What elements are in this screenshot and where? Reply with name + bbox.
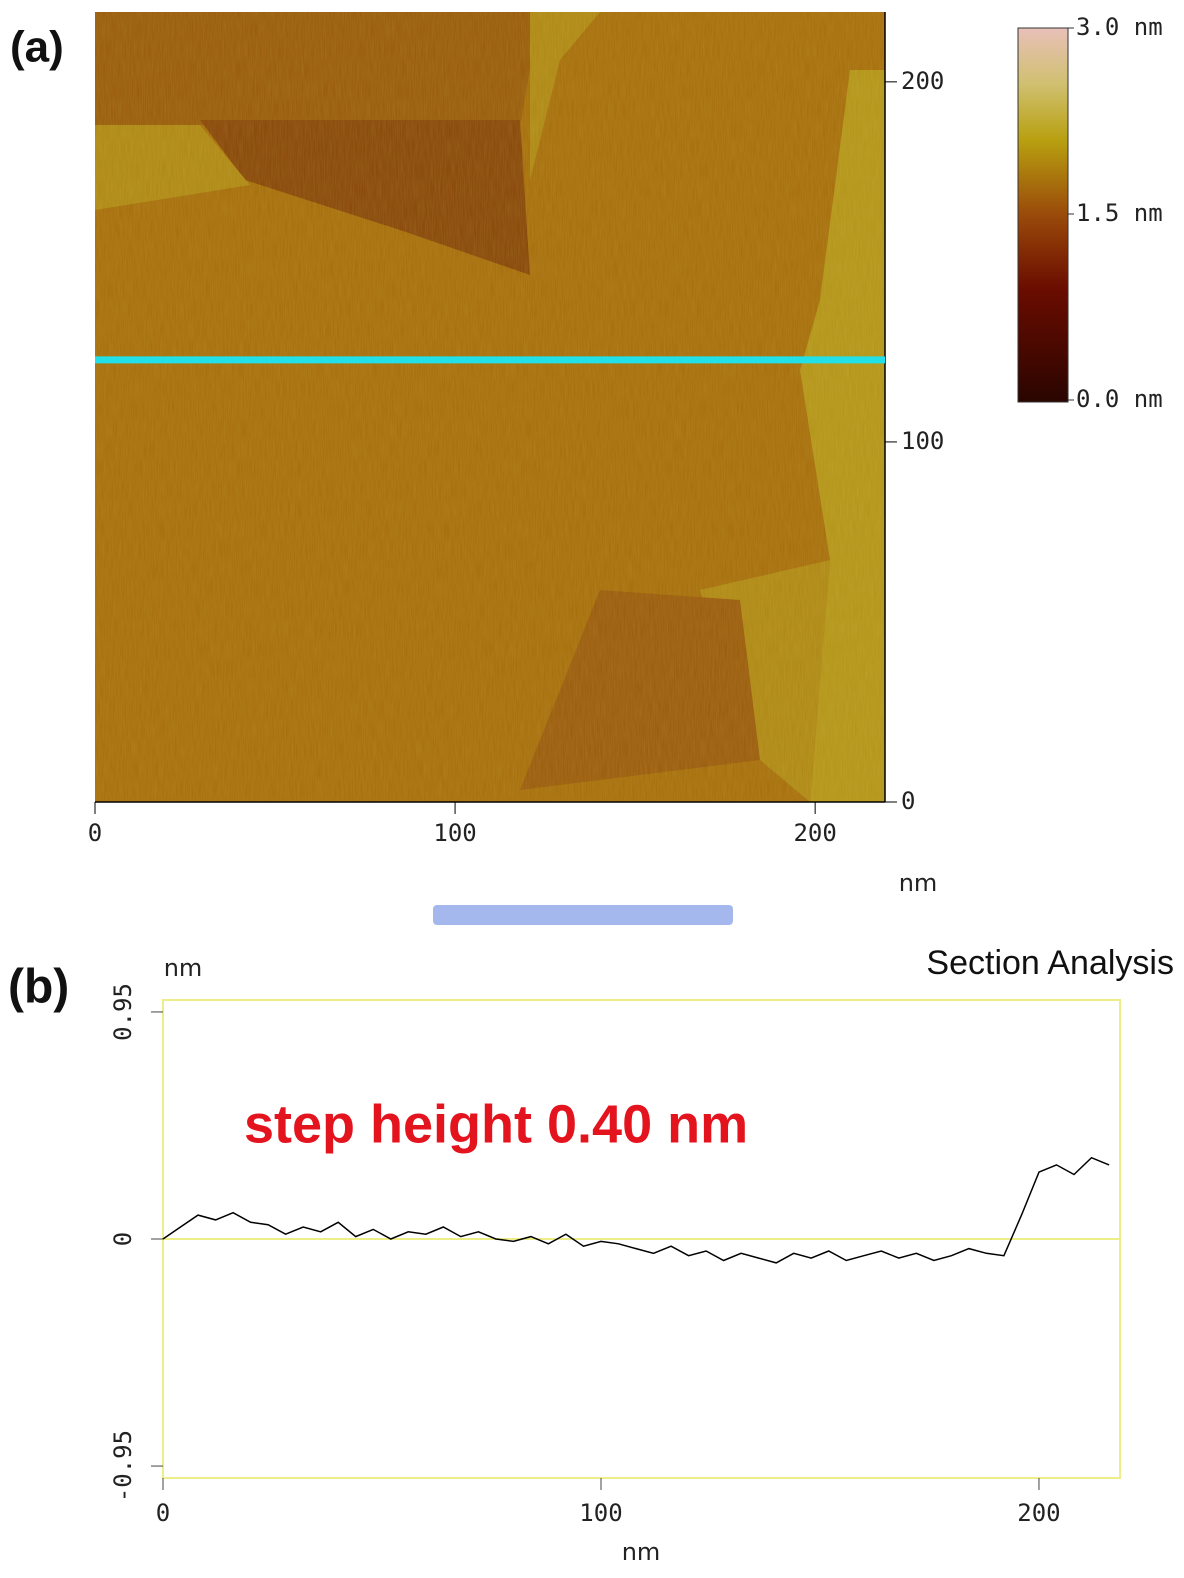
- annotation: step height 0.40 nm: [244, 1094, 748, 1154]
- axis-label: nm: [164, 954, 203, 982]
- x-tick-label: 200: [793, 819, 836, 847]
- x-tick-label: 0: [156, 1499, 170, 1527]
- y-tick-label: 100: [901, 427, 944, 455]
- watermark: [433, 905, 733, 925]
- x-tick-label: 100: [433, 819, 476, 847]
- panel-label: (a): [10, 23, 64, 72]
- y-tick-label: 0: [109, 1232, 137, 1246]
- y-tick-label: -0.95: [109, 1430, 137, 1502]
- axis-label: nm: [899, 869, 938, 897]
- axis-label: nm: [622, 1538, 661, 1566]
- colorbar-label: 0.0 nm: [1076, 385, 1163, 413]
- x-tick-label: 0: [88, 819, 102, 847]
- y-tick-label: 0: [901, 787, 915, 815]
- afm-image: [95, 12, 885, 802]
- y-tick-label: 200: [901, 67, 944, 95]
- colorbar-label: 1.5 nm: [1076, 199, 1163, 227]
- panel-label: (b): [8, 961, 69, 1014]
- x-tick-label: 100: [579, 1499, 622, 1527]
- y-tick-label: 0.95: [109, 983, 137, 1041]
- profile-line: [162, 1156, 1110, 1264]
- colorbar: [1017, 27, 1069, 403]
- chart-title: Section Analysis: [926, 944, 1174, 982]
- colorbar-label: 3.0 nm: [1076, 13, 1163, 41]
- x-tick-label: 200: [1017, 1499, 1060, 1527]
